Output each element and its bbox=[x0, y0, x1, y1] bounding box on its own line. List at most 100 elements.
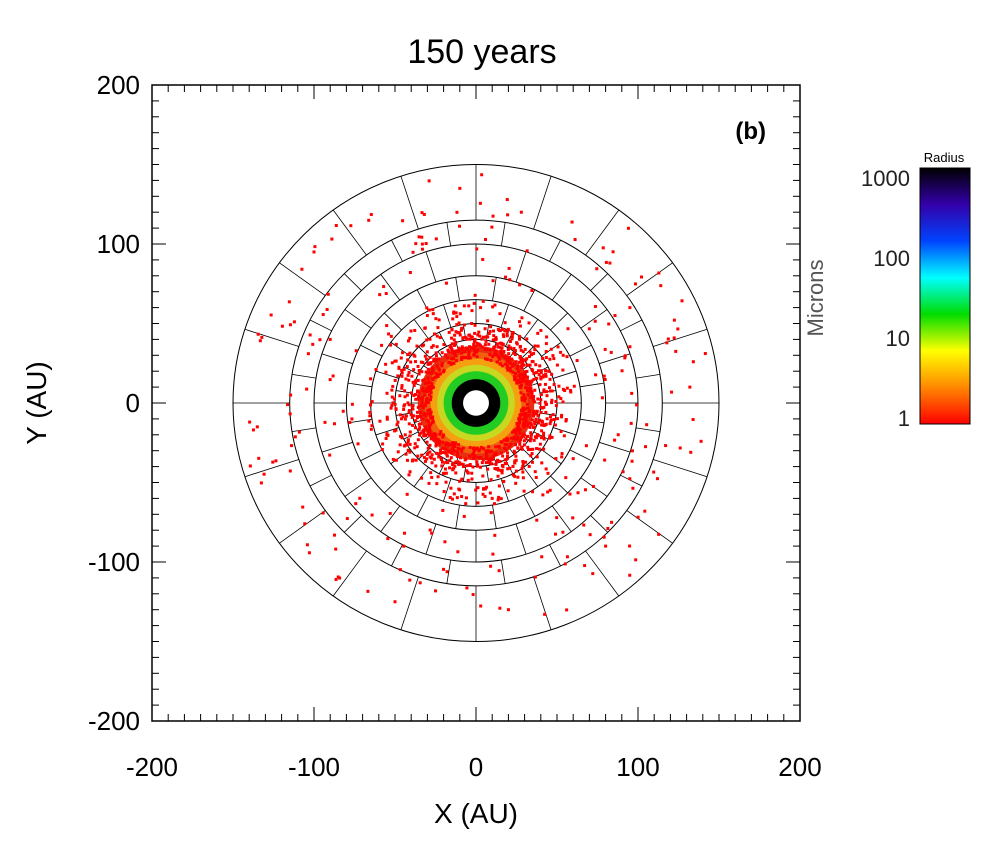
particle bbox=[525, 249, 529, 253]
colorbar-unit: Microns bbox=[803, 259, 828, 336]
particle bbox=[444, 480, 448, 484]
particle bbox=[548, 422, 552, 426]
particle bbox=[482, 487, 486, 491]
particle bbox=[419, 404, 423, 408]
particle bbox=[492, 346, 496, 350]
particle bbox=[591, 484, 595, 488]
particle bbox=[414, 458, 418, 462]
particle bbox=[402, 444, 406, 448]
particle bbox=[493, 303, 497, 307]
particle bbox=[349, 224, 353, 228]
grid-spoke bbox=[590, 515, 609, 533]
particle bbox=[428, 389, 432, 393]
particle bbox=[425, 428, 429, 432]
particle bbox=[502, 335, 506, 339]
grid-spoke bbox=[244, 328, 299, 347]
particle bbox=[505, 198, 509, 202]
particle bbox=[454, 359, 458, 363]
particle bbox=[427, 430, 431, 434]
particle bbox=[402, 404, 406, 408]
particle bbox=[523, 396, 527, 400]
particle bbox=[417, 415, 421, 419]
particle bbox=[517, 425, 521, 429]
particle bbox=[546, 490, 550, 494]
particle bbox=[435, 482, 439, 486]
particle bbox=[403, 417, 407, 421]
particle bbox=[425, 457, 429, 461]
particle bbox=[476, 501, 480, 505]
particle bbox=[512, 437, 516, 441]
particle bbox=[560, 415, 564, 419]
particle bbox=[441, 433, 445, 437]
particle bbox=[644, 445, 648, 449]
particle bbox=[526, 393, 530, 397]
particle bbox=[457, 346, 461, 350]
particle bbox=[452, 492, 456, 496]
particle bbox=[532, 438, 536, 442]
particle bbox=[516, 435, 520, 439]
particle bbox=[565, 608, 569, 612]
grid-spoke bbox=[653, 328, 708, 347]
particle bbox=[464, 356, 468, 360]
particle bbox=[434, 354, 438, 358]
particle bbox=[628, 306, 632, 310]
particle bbox=[288, 412, 292, 416]
particle bbox=[293, 435, 297, 439]
particle bbox=[521, 373, 525, 377]
particle bbox=[485, 457, 489, 461]
particle bbox=[525, 402, 529, 406]
x-tick-label: 200 bbox=[778, 752, 821, 782]
particle bbox=[525, 369, 529, 373]
particle bbox=[481, 474, 485, 478]
particle bbox=[478, 201, 482, 205]
particle bbox=[434, 237, 438, 241]
particle bbox=[334, 547, 338, 551]
particle bbox=[529, 431, 533, 435]
particle bbox=[426, 376, 430, 380]
particle bbox=[445, 570, 449, 574]
particle bbox=[420, 344, 424, 348]
particle bbox=[537, 373, 541, 377]
particle bbox=[416, 405, 420, 409]
particle bbox=[416, 390, 420, 394]
particle bbox=[536, 344, 540, 348]
particle bbox=[516, 364, 520, 368]
particle bbox=[416, 378, 420, 382]
particle bbox=[408, 434, 412, 438]
particle bbox=[438, 432, 442, 436]
particle bbox=[429, 410, 433, 414]
particle bbox=[506, 489, 510, 493]
particle bbox=[526, 448, 530, 452]
particle bbox=[506, 327, 510, 331]
particle bbox=[415, 410, 419, 414]
particle bbox=[426, 420, 430, 424]
particle bbox=[604, 260, 608, 264]
particle bbox=[389, 334, 393, 338]
particle bbox=[582, 523, 586, 527]
particle bbox=[553, 423, 557, 427]
particle bbox=[628, 477, 632, 481]
particle bbox=[462, 514, 466, 518]
particle bbox=[507, 344, 511, 348]
grid-spoke bbox=[291, 374, 317, 379]
grid-spoke bbox=[599, 441, 631, 453]
particle bbox=[547, 386, 551, 390]
particle bbox=[659, 284, 663, 288]
particle bbox=[634, 558, 638, 562]
particle bbox=[396, 420, 400, 424]
grid-spoke bbox=[585, 550, 620, 597]
particle bbox=[561, 530, 565, 534]
colorbar-ticks: 1000 100 10 1 bbox=[861, 166, 910, 431]
particle bbox=[303, 522, 307, 526]
particle bbox=[409, 329, 413, 333]
particle bbox=[513, 474, 517, 478]
particle bbox=[385, 324, 389, 328]
particle bbox=[455, 450, 459, 454]
grid-spoke bbox=[344, 477, 372, 497]
particle bbox=[528, 383, 532, 387]
particle bbox=[434, 317, 438, 321]
particle bbox=[491, 454, 495, 458]
particle bbox=[411, 250, 415, 254]
particle bbox=[425, 387, 429, 391]
plot-area bbox=[151, 84, 801, 722]
